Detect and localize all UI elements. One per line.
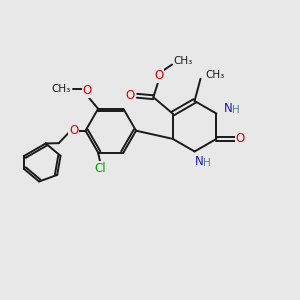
Text: H: H	[203, 158, 211, 168]
Text: N: N	[195, 155, 203, 168]
Text: O: O	[235, 132, 244, 146]
Text: Cl: Cl	[95, 161, 106, 175]
Text: N: N	[224, 102, 232, 115]
Text: CH₃: CH₃	[205, 70, 224, 80]
Text: O: O	[69, 124, 78, 137]
Text: CH₃: CH₃	[174, 56, 193, 66]
Text: CH₃: CH₃	[51, 84, 70, 94]
Text: O: O	[82, 85, 92, 98]
Text: O: O	[126, 89, 135, 102]
Text: O: O	[154, 69, 164, 82]
Text: H: H	[232, 105, 240, 115]
